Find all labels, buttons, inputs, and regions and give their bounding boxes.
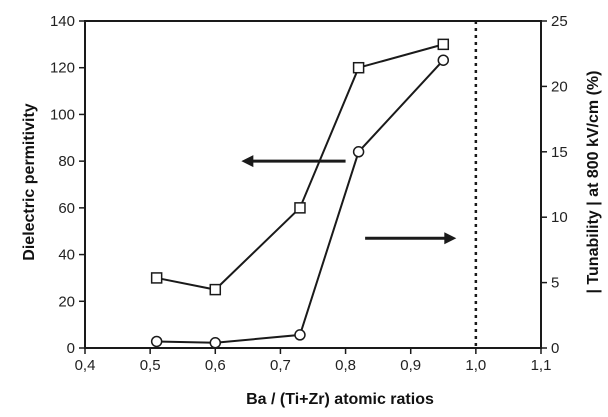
x-tick-label: 0,8 (335, 357, 356, 374)
left-y-tick-label: 80 (58, 153, 75, 170)
x-axis-ticks: 0,4 0,5 0,6 0,7 0,8 0,9 1,0 1,1 (75, 348, 552, 374)
x-tick-label: 0,4 (75, 357, 96, 374)
right-y-axis-ticks: 0 5 10 15 20 25 (541, 13, 568, 357)
x-axis-title: Ba / (Ti+Zr) atomic ratios (246, 391, 434, 408)
data-point-circle (352, 146, 365, 158)
series-line (156, 43, 444, 291)
arrow-head (241, 155, 254, 168)
data-point-square (352, 61, 365, 74)
left-y-tick-label: 40 (58, 247, 75, 264)
series-layer (150, 38, 450, 349)
plot-area-border (84, 20, 542, 349)
left-y-tick-label: 20 (58, 293, 75, 310)
x-tick-label: 0,7 (270, 357, 291, 374)
right-y-tick-label: 15 (551, 144, 568, 161)
data-point-circle (437, 54, 450, 66)
x-tick-label: 1,1 (531, 357, 552, 374)
x-tick-label: 0,5 (140, 357, 161, 374)
arrow-left-icon (241, 155, 346, 168)
left-y-axis-ticks: 0 20 40 60 80 100 120 140 (50, 13, 85, 357)
left-y-tick-label: 0 (67, 340, 75, 357)
right-y-tick-label: 0 (551, 340, 559, 357)
x-tick-label: 0,9 (400, 357, 421, 374)
right-y-tick-label: 10 (551, 209, 568, 226)
left-y-tick-label: 120 (50, 60, 75, 77)
left-y-tick-label: 60 (58, 200, 75, 217)
data-point-square (209, 283, 222, 296)
x-tick-label: 0,6 (205, 357, 226, 374)
right-y-tick-label: 25 (551, 13, 568, 30)
left-y-axis-title: Dielectric permitivity (21, 103, 38, 261)
data-point-circle (150, 335, 163, 348)
plot-frame (84, 20, 542, 349)
arrow-head (444, 232, 457, 245)
data-point-square (150, 272, 163, 284)
left-y-tick-label: 100 (50, 106, 75, 123)
arrow-right-icon (365, 232, 457, 245)
data-point-circle (209, 337, 222, 349)
right-y-axis-title: | Tunability | at 800 kV/cm (%) (585, 71, 602, 294)
data-point-circle (294, 329, 306, 341)
right-y-tick-label: 5 (551, 275, 559, 292)
series-line (156, 59, 445, 344)
right-y-tick-label: 20 (551, 78, 568, 95)
data-point-square (437, 38, 450, 51)
permittivity-series (150, 38, 450, 296)
left-y-tick-label: 140 (50, 13, 75, 30)
x-tick-label: 1,0 (465, 357, 486, 374)
data-point-square (294, 202, 306, 214)
tunability-series (150, 54, 450, 349)
annotation-layer (241, 155, 457, 245)
